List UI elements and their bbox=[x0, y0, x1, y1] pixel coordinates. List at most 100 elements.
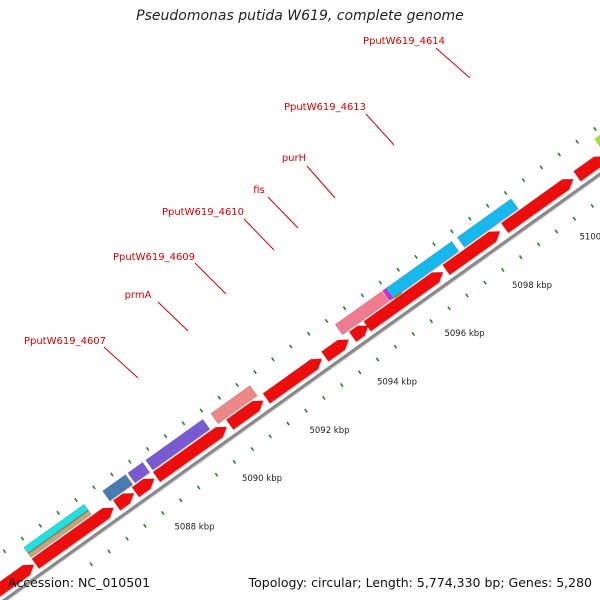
tick-mark bbox=[322, 395, 326, 400]
gene-feature bbox=[23, 503, 89, 554]
gene-feature bbox=[573, 156, 600, 182]
gene-feature bbox=[210, 385, 258, 424]
tick-mark bbox=[393, 344, 398, 349]
tick-mark bbox=[145, 446, 150, 452]
tick-mark bbox=[89, 562, 94, 567]
gene-feature bbox=[0, 564, 35, 597]
tick-mark bbox=[536, 242, 541, 247]
backbone-highlight bbox=[7, 175, 600, 600]
scale-labels: 5088 kbp 5090 kbp 5092 kbp 5094 kbp 5096 kbp… bbox=[174, 233, 600, 533]
tick-mark bbox=[429, 319, 434, 324]
label-leader-line bbox=[243, 218, 275, 251]
tick-mark bbox=[447, 306, 451, 311]
gene-feature bbox=[456, 198, 519, 248]
tick-mark bbox=[501, 267, 505, 273]
tick-mark bbox=[590, 203, 595, 209]
gene-label: PputW619_4610 bbox=[162, 207, 244, 218]
tick-mark bbox=[110, 472, 114, 477]
tick-mark bbox=[304, 408, 308, 413]
tick-mark bbox=[450, 229, 454, 234]
tick-mark bbox=[593, 126, 597, 132]
tick-mark bbox=[125, 536, 129, 541]
gene-feature bbox=[127, 461, 150, 484]
tick-mark bbox=[178, 498, 183, 503]
tick-mark bbox=[214, 472, 219, 477]
tick-mark bbox=[160, 510, 165, 516]
label-leader-line bbox=[103, 346, 139, 379]
tick-mark bbox=[357, 370, 362, 375]
gene-feature bbox=[145, 418, 211, 471]
scale-label: 5094 kbp bbox=[377, 377, 417, 387]
tick-mark bbox=[306, 331, 311, 336]
tick-mark bbox=[289, 344, 293, 349]
gene-feature bbox=[442, 231, 501, 276]
label-leader-line bbox=[435, 47, 471, 79]
tick-mark bbox=[268, 434, 272, 439]
tick-mark bbox=[271, 357, 275, 362]
tick-mark bbox=[2, 549, 7, 554]
scale-label: 5096 kbp bbox=[444, 329, 484, 339]
accession-text: Accession: NC_010501 bbox=[8, 575, 151, 590]
tick-mark bbox=[253, 370, 257, 375]
tick-mark bbox=[324, 318, 329, 324]
label-leader-line bbox=[157, 301, 189, 332]
gene-feature bbox=[363, 271, 444, 332]
tick-mark bbox=[196, 485, 201, 490]
gene-feature bbox=[102, 474, 133, 502]
gene-feature bbox=[334, 290, 390, 335]
gene-label: PputW619_4607 bbox=[24, 336, 106, 347]
tick-mark bbox=[217, 395, 222, 400]
tick-mark bbox=[396, 267, 401, 272]
tick-mark bbox=[432, 242, 436, 247]
tick-mark bbox=[465, 293, 469, 298]
tick-mark bbox=[250, 446, 255, 452]
tick-mark bbox=[127, 459, 132, 464]
genome-backbone bbox=[1, 172, 600, 600]
label-leader-line bbox=[306, 165, 336, 199]
gene-feature bbox=[262, 358, 323, 404]
tick-mark bbox=[485, 203, 490, 208]
gene-feature bbox=[112, 492, 135, 511]
scale-label: 5098 kbp bbox=[512, 281, 552, 291]
tick-mark bbox=[554, 229, 559, 234]
gene-feature bbox=[385, 240, 460, 299]
gene-labels: PputW619_4614 PputW619_4613 purH fis PputW61… bbox=[24, 36, 445, 347]
scale-label: 5092 kbp bbox=[309, 426, 349, 436]
tick-mark bbox=[286, 421, 290, 426]
tick-mark bbox=[575, 139, 579, 144]
tick-mark bbox=[107, 549, 111, 554]
tick-mark bbox=[411, 331, 416, 336]
tick-mark bbox=[539, 165, 544, 170]
tick-mark bbox=[518, 255, 523, 260]
tick-mark bbox=[467, 216, 472, 221]
gene-feature bbox=[131, 478, 155, 498]
gene-label: prmA bbox=[125, 290, 152, 301]
label-leader-line bbox=[365, 113, 395, 146]
scale-label: 5090 kbp bbox=[242, 474, 282, 484]
gene-feature bbox=[594, 134, 600, 147]
tick-mark bbox=[572, 216, 577, 221]
tick-mark bbox=[235, 382, 239, 388]
gene-label: purH bbox=[282, 153, 306, 164]
tick-mark bbox=[74, 498, 78, 503]
scale-label: 5088 kbp bbox=[174, 522, 214, 532]
tick-mark bbox=[521, 178, 526, 183]
gene-feature bbox=[321, 339, 350, 362]
tick-mark bbox=[163, 434, 168, 439]
gene-label: PputW619_4609 bbox=[113, 252, 195, 263]
tick-mark bbox=[199, 408, 204, 413]
label-leaders bbox=[103, 47, 471, 379]
tick-mark bbox=[557, 152, 562, 157]
tick-mark bbox=[360, 293, 365, 298]
gene-feature bbox=[152, 426, 228, 483]
tick-mark bbox=[92, 485, 96, 490]
gene-feature bbox=[348, 325, 369, 343]
tick-mark bbox=[181, 421, 186, 426]
scale-label: 5100 kbp bbox=[580, 233, 600, 243]
gene-label: fis bbox=[253, 185, 265, 196]
tick-mark bbox=[342, 306, 347, 311]
gene-features bbox=[0, 134, 600, 597]
tick-marks bbox=[2, 126, 597, 567]
backbone-line bbox=[1, 172, 600, 600]
